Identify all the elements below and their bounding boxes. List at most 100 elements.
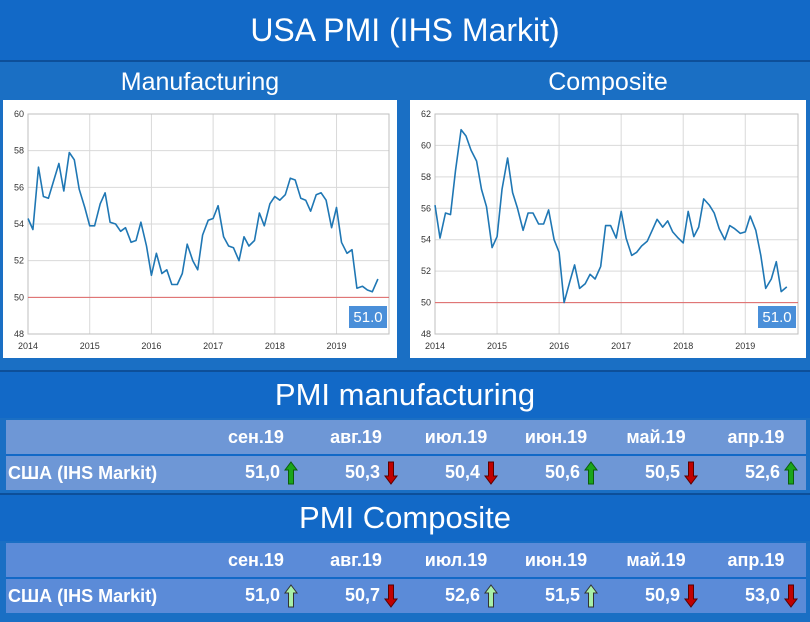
manufacturing-x-tick-label: 2016 xyxy=(141,341,161,351)
manufacturing-y-tick-label: 54 xyxy=(14,219,24,229)
manufacturing-x-tick-label: 2018 xyxy=(265,341,285,351)
manufacturing-last-value-label: 51.0 xyxy=(353,309,382,326)
arrow-up-icon xyxy=(284,584,298,608)
composite-last-value-label: 51.0 xyxy=(762,309,791,326)
composite-series-line xyxy=(434,128,788,304)
composite-y-tick-label: 54 xyxy=(421,235,431,245)
arrow-up-icon xyxy=(584,461,598,485)
month-header: сен.19 xyxy=(206,543,306,579)
composite-y-tick-label: 48 xyxy=(421,329,431,339)
manufacturing-y-tick-label: 56 xyxy=(14,182,24,192)
manufacturing-x-tick-label: 2014 xyxy=(18,341,38,351)
composite-chart: 48 50 52 54 56 58 60 62 2014 2015 2016 2017 2018 2019… xyxy=(410,100,806,358)
pmi-value: 50,3 xyxy=(344,461,380,482)
value-cell: 50,3 xyxy=(306,455,406,490)
manufacturing-last-value-badge xyxy=(349,306,387,328)
pmi-value: 52,6 xyxy=(444,584,480,605)
month-header: июн.19 xyxy=(506,420,606,456)
arrow-up-icon xyxy=(584,584,598,608)
composite-x-tick-label: 2016 xyxy=(549,341,569,351)
manufacturing-x-tick-label: 2015 xyxy=(80,341,100,351)
manufacturing-y-tick-label: 52 xyxy=(14,256,24,266)
composite-x-tick-label: 2017 xyxy=(611,341,631,351)
header-blank-cell xyxy=(6,420,206,456)
month-header: авг.19 xyxy=(306,420,406,456)
composite-chart-svg: 48 50 52 54 56 58 60 62 2014 2015 2016 2017 2018 2019… xyxy=(421,109,799,351)
value-cell: 52,6 xyxy=(706,455,806,490)
composite-section-title: PMI Composite xyxy=(0,493,810,541)
month-header: апр.19 xyxy=(706,543,806,579)
month-header: июл.19 xyxy=(406,420,506,456)
month-header: июн.19 xyxy=(506,543,606,579)
manufacturing-y-tick-label: 58 xyxy=(14,146,24,156)
arrow-down-icon xyxy=(784,584,798,608)
manufacturing-series-line xyxy=(27,151,379,293)
table-row: США (IHS Markit) 51,0 50,3 50,4 50,6 50,5 52,6 xyxy=(6,455,806,490)
arrow-down-icon xyxy=(384,461,398,485)
manufacturing-y-tick-label: 50 xyxy=(14,292,24,302)
composite-x-tick-label: 2014 xyxy=(425,341,445,351)
pmi-value: 51,0 xyxy=(244,584,280,605)
month-header: июл.19 xyxy=(406,543,506,579)
pmi-value: 51,0 xyxy=(244,461,280,482)
composite-chart-title: Composite xyxy=(548,68,668,96)
value-cell: 52,6 xyxy=(406,578,506,613)
value-cell: 50,7 xyxy=(306,578,406,613)
arrow-up-icon xyxy=(784,461,798,485)
month-header: май.19 xyxy=(606,543,706,579)
value-cell: 51,5 xyxy=(506,578,606,613)
table-row: США (IHS Markit) 51,0 50,7 52,6 51,5 50,9 53,0 xyxy=(6,578,806,613)
pmi-value: 50,5 xyxy=(644,461,680,482)
manufacturing-section-title: PMI manufacturing xyxy=(0,370,810,418)
row-label: США (IHS Markit) xyxy=(6,578,206,613)
month-header: сен.19 xyxy=(206,420,306,456)
composite-y-tick-label: 52 xyxy=(421,266,431,276)
value-cell: 51,0 xyxy=(206,578,306,613)
pmi-value: 50,6 xyxy=(544,461,580,482)
composite-y-tick-label: 62 xyxy=(421,109,431,119)
arrow-up-icon xyxy=(284,461,298,485)
arrow-down-icon xyxy=(484,461,498,485)
composite-x-tick-label: 2018 xyxy=(673,341,693,351)
pmi-value: 50,7 xyxy=(344,584,380,605)
value-cell: 50,5 xyxy=(606,455,706,490)
value-cell: 50,4 xyxy=(406,455,506,490)
page-title: USA PMI (IHS Markit) xyxy=(0,0,810,62)
pmi-value: 50,4 xyxy=(444,461,480,482)
composite-x-tick-label: 2019 xyxy=(735,341,755,351)
pmi-value: 50,9 xyxy=(644,584,680,605)
manufacturing-y-tick-label: 60 xyxy=(14,109,24,119)
header-blank-cell xyxy=(6,543,206,579)
pmi-value: 52,6 xyxy=(744,461,780,482)
composite-x-tick-label: 2015 xyxy=(487,341,507,351)
manufacturing-chart-svg: 48 50 52 54 56 58 60 2014 2015 2016 2017 2018 2019 51… xyxy=(14,109,390,351)
composite-plot-area xyxy=(434,113,799,335)
manufacturing-chart: 48 50 52 54 56 58 60 2014 2015 2016 2017 2018 2019 51… xyxy=(3,100,397,358)
value-cell: 53,0 xyxy=(706,578,806,613)
pmi-value: 51,5 xyxy=(544,584,580,605)
composite-y-tick-label: 56 xyxy=(421,203,431,213)
composite-y-tick-label: 58 xyxy=(421,172,431,182)
month-header: апр.19 xyxy=(706,420,806,456)
arrow-down-icon xyxy=(684,584,698,608)
pmi-value: 53,0 xyxy=(744,584,780,605)
composite-last-value-badge xyxy=(758,306,796,328)
manufacturing-x-tick-label: 2019 xyxy=(327,341,347,351)
value-cell: 51,0 xyxy=(206,455,306,490)
manufacturing-plot-area xyxy=(27,113,390,335)
month-header: авг.19 xyxy=(306,543,406,579)
arrow-up-icon xyxy=(484,584,498,608)
manufacturing-x-tick-label: 2017 xyxy=(203,341,223,351)
table-header-row: сен.19 авг.19 июл.19 июн.19 май.19 апр.19 xyxy=(6,420,806,456)
row-label: США (IHS Markit) xyxy=(6,455,206,490)
composite-y-tick-label: 50 xyxy=(421,298,431,308)
manufacturing-y-tick-label: 48 xyxy=(14,329,24,339)
table-header-row: сен.19 авг.19 июл.19 июн.19 май.19 апр.19 xyxy=(6,543,806,579)
manufacturing-chart-title: Manufacturing xyxy=(120,68,280,96)
composite-table: сен.19 авг.19 июл.19 июн.19 май.19 апр.19 США … xyxy=(6,543,806,613)
composite-y-tick-label: 60 xyxy=(421,140,431,150)
value-cell: 50,6 xyxy=(506,455,606,490)
arrow-down-icon xyxy=(684,461,698,485)
manufacturing-table: сен.19 авг.19 июл.19 июн.19 май.19 апр.19 США … xyxy=(6,420,806,490)
month-header: май.19 xyxy=(606,420,706,456)
